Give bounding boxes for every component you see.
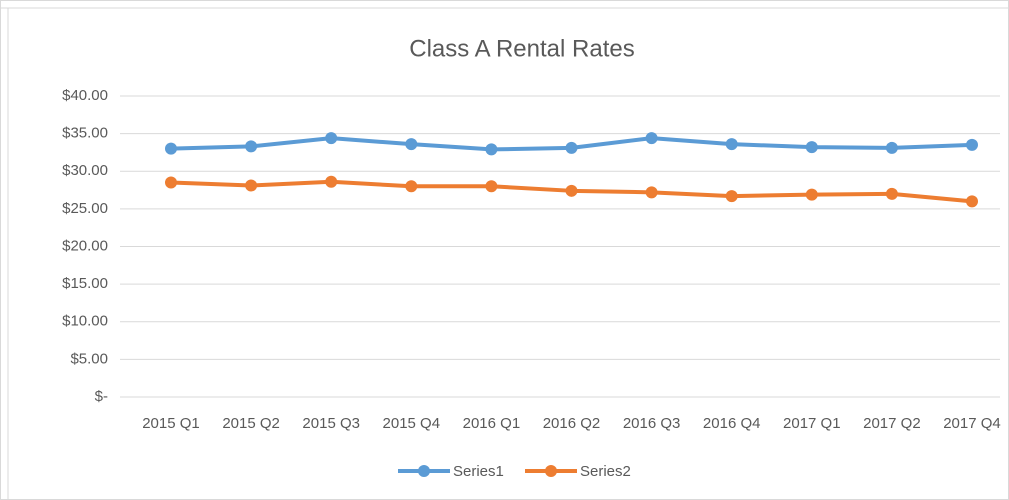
series-marker xyxy=(966,195,978,208)
series-marker xyxy=(885,141,898,154)
series-marker xyxy=(405,138,418,151)
series-marker xyxy=(725,190,738,203)
series-marker xyxy=(485,180,498,193)
x-tick-label: 2016 Q4 xyxy=(703,415,761,432)
x-tick-label: 2015 Q3 xyxy=(302,415,360,432)
series-marker xyxy=(405,180,418,193)
series-marker xyxy=(325,175,338,188)
series-marker xyxy=(165,176,177,189)
y-tick-label: $35.00 xyxy=(62,125,108,142)
x-tick-label: 2016 Q2 xyxy=(543,415,601,432)
x-tick-label: 2017 Q1 xyxy=(783,415,841,432)
x-tick-label: 2015 Q1 xyxy=(142,415,200,432)
series-marker xyxy=(245,179,258,192)
series-marker xyxy=(325,132,338,145)
series-marker xyxy=(645,186,658,199)
series-marker xyxy=(885,187,898,200)
legend-marker xyxy=(418,465,430,477)
series-marker xyxy=(565,184,578,197)
y-tick-label: $25.00 xyxy=(62,200,108,217)
legend-label: Series2 xyxy=(580,463,631,480)
y-tick-label: $15.00 xyxy=(62,275,108,292)
series-marker xyxy=(966,138,978,151)
chart-title: Class A Rental Rates xyxy=(409,35,634,62)
series-marker xyxy=(645,132,658,145)
y-tick-label: $30.00 xyxy=(62,162,108,179)
y-tick-label: $20.00 xyxy=(62,237,108,254)
series-marker xyxy=(245,140,258,153)
series-marker xyxy=(725,138,738,151)
x-tick-label: 2016 Q1 xyxy=(463,415,521,432)
x-tick-label: 2015 Q2 xyxy=(222,415,280,432)
x-tick-label: 2015 Q4 xyxy=(383,415,441,432)
series-marker xyxy=(805,141,818,154)
y-tick-label: $40.00 xyxy=(62,87,108,104)
legend-marker xyxy=(545,465,557,477)
x-tick-label: 2016 Q3 xyxy=(623,415,681,432)
x-tick-label: 2017 Q2 xyxy=(863,415,921,432)
y-tick-label: $10.00 xyxy=(62,313,108,330)
series-marker xyxy=(805,188,818,201)
series-marker xyxy=(165,142,177,155)
y-tick-label: $5.00 xyxy=(70,350,108,367)
series-marker xyxy=(565,141,578,154)
y-tick-label: $- xyxy=(95,388,108,405)
series-marker xyxy=(485,143,498,156)
x-tick-label: 2017 Q4 xyxy=(943,415,1001,432)
legend-label: Series1 xyxy=(453,463,504,480)
